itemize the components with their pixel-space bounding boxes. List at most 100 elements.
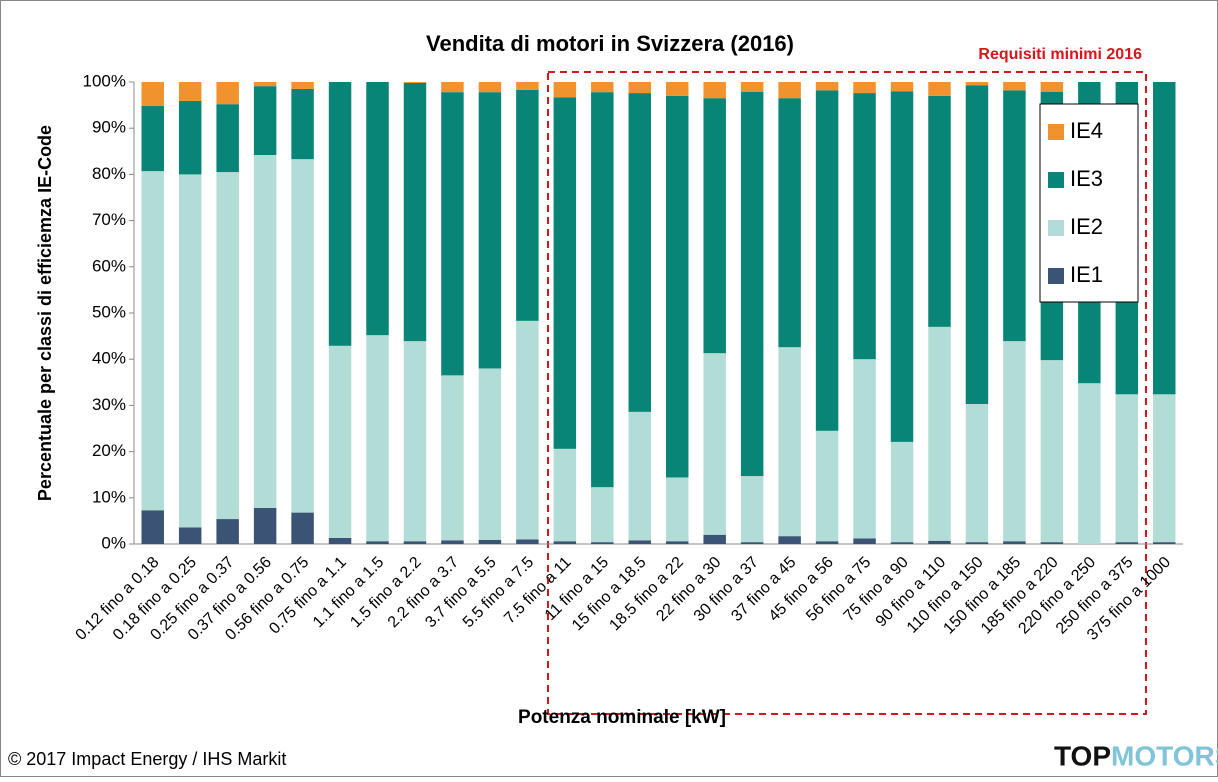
bar-segment xyxy=(516,320,539,540)
bar-segment xyxy=(890,542,914,544)
bar-segment xyxy=(740,542,764,544)
annotation-box xyxy=(547,71,1147,715)
bar-segment xyxy=(253,82,277,87)
bar-segment xyxy=(665,82,689,96)
bar-segment xyxy=(178,527,202,544)
bar-segment xyxy=(628,411,652,541)
bar-segment xyxy=(141,106,164,172)
bar-segment xyxy=(628,540,652,544)
y-tick-label: 40% xyxy=(92,349,126,368)
bar-segment xyxy=(291,88,314,160)
bar-segment xyxy=(815,430,839,542)
y-tick-label: 10% xyxy=(92,487,126,506)
bar-segment xyxy=(740,476,764,543)
bar-segment xyxy=(403,82,427,342)
bar-segment xyxy=(665,541,689,544)
bar-segment xyxy=(928,95,951,327)
bar-segment xyxy=(1153,542,1176,544)
bar-segment xyxy=(328,537,352,544)
bar-segment xyxy=(366,541,389,544)
bar-segment xyxy=(928,540,951,544)
legend-label: IE3 xyxy=(1070,166,1103,191)
bar-segment xyxy=(478,539,502,544)
bar-segment xyxy=(441,375,464,541)
bar-segment xyxy=(703,353,726,535)
bar-segment xyxy=(516,539,539,544)
y-tick-label: 20% xyxy=(92,441,126,460)
legend-label: IE4 xyxy=(1070,118,1103,143)
y-axis-title: Percentuale per classi di efficiemza IE-… xyxy=(35,125,55,501)
bar-segment xyxy=(1078,383,1101,544)
bar-segment xyxy=(253,154,277,508)
logo-top: TOP xyxy=(1054,740,1111,771)
legend-swatch xyxy=(1048,268,1064,284)
bar-segment xyxy=(1153,394,1176,543)
bar-segment xyxy=(1040,360,1064,543)
bar-segment xyxy=(591,487,614,543)
y-tick-label: 60% xyxy=(92,256,126,275)
bar-segment xyxy=(853,82,876,94)
bar-segment xyxy=(853,359,876,539)
bar-segment xyxy=(740,91,764,477)
bar-segment xyxy=(291,159,314,513)
bar-segment xyxy=(553,448,577,542)
bar-segment xyxy=(853,538,876,544)
y-tick-label: 30% xyxy=(92,395,126,414)
bar-segment xyxy=(291,512,314,544)
bar-segment xyxy=(1003,90,1026,342)
bar-segment xyxy=(815,90,839,431)
bar-segment xyxy=(178,82,202,101)
bar-segment xyxy=(591,82,614,93)
bar-segment xyxy=(328,345,352,538)
bar-segment xyxy=(740,82,764,92)
bar-segment xyxy=(965,404,989,543)
bar-segment xyxy=(216,172,239,520)
y-tick-label: 50% xyxy=(92,302,126,321)
bar-segment xyxy=(778,98,801,348)
legend-swatch xyxy=(1048,172,1064,188)
y-tick-label: 100% xyxy=(83,71,126,90)
bar-segment xyxy=(141,171,164,511)
bar-segment xyxy=(178,174,202,528)
legend-swatch xyxy=(1048,220,1064,236)
bar-segment xyxy=(516,82,539,90)
bar-segment xyxy=(628,93,652,412)
bar-segment xyxy=(628,82,652,94)
bar-segment xyxy=(778,82,801,99)
bar-segment xyxy=(328,82,352,346)
bar-segment xyxy=(1003,341,1026,542)
bar-segment xyxy=(965,85,989,405)
bar-segment xyxy=(665,95,689,478)
bar-segment xyxy=(928,82,951,96)
bar-segment xyxy=(553,541,577,544)
x-axis-title: Potenza nominale [kW] xyxy=(518,707,726,728)
bar-segment xyxy=(478,82,502,93)
bar-segment xyxy=(703,82,726,99)
bar-segment xyxy=(441,540,464,544)
bar-segment xyxy=(403,341,427,542)
bar-segment xyxy=(928,326,951,541)
bar-segment xyxy=(703,98,726,354)
bar-segment xyxy=(853,93,876,360)
logo-motors: MOTORS xyxy=(1111,740,1218,771)
bar-segment xyxy=(815,541,839,544)
bar-segment xyxy=(553,82,577,98)
bar-segment xyxy=(253,86,277,155)
bar-segment xyxy=(141,510,164,544)
bar-segment xyxy=(890,82,914,92)
bar-segment xyxy=(403,541,427,544)
y-tick-label: 80% xyxy=(92,164,126,183)
bar-segment xyxy=(1153,82,1176,395)
bar-segment xyxy=(703,534,726,544)
bar-segment xyxy=(1003,82,1026,91)
bar-segment xyxy=(478,92,502,369)
bar-segment xyxy=(441,92,464,376)
bar-segment xyxy=(890,441,914,543)
footer: © 2017 Impact Energy / IHS Markit xyxy=(8,749,286,769)
legend-swatch xyxy=(1048,124,1064,140)
bar-segment xyxy=(178,100,202,175)
bar-segment xyxy=(216,104,239,173)
bar-segment xyxy=(965,542,989,544)
bar-segment xyxy=(591,542,614,544)
bar-segment xyxy=(516,89,539,321)
